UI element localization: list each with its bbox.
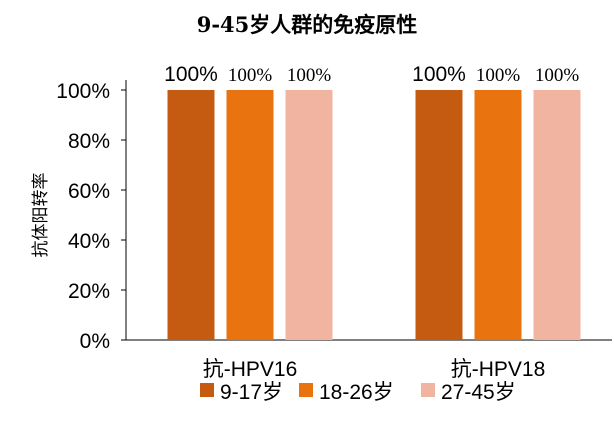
legend-swatch (200, 383, 214, 397)
data-label: 100% (412, 63, 466, 86)
legend: 9-17岁 18-26岁 27-45岁 (200, 381, 516, 404)
bar (415, 90, 463, 340)
data-label: 100% (476, 65, 521, 86)
y-tick-label: 60% (68, 180, 110, 203)
data-label: 100% (164, 63, 218, 86)
data-label: 100% (228, 65, 273, 86)
data-label: 100% (535, 65, 580, 86)
y-tick-label: 20% (68, 280, 110, 303)
y-tick-label: 40% (68, 230, 110, 253)
y-tick-label: 0% (80, 330, 110, 353)
x-tick-label: 抗-HPV18 (451, 358, 546, 381)
chart-title: 9-45岁人群的免疫原性 (197, 12, 418, 37)
y-axis-label: 抗体阳转率 (31, 173, 51, 258)
legend-label: 9-17岁 (220, 381, 283, 404)
legend-swatch (299, 383, 313, 397)
data-label: 100% (287, 65, 332, 86)
bar (533, 90, 581, 340)
bar (285, 90, 333, 340)
legend-label: 18-26岁 (319, 381, 394, 404)
bar (474, 90, 522, 340)
legend-label: 27-45岁 (441, 381, 516, 404)
bar (226, 90, 274, 340)
legend-swatch (421, 383, 435, 397)
plot-area: 0% 20% 40% 60% 80% 100% 100% 100% 100% 抗-HPV16 100… (56, 63, 612, 381)
x-tick-label: 抗-HPV16 (203, 358, 298, 381)
bar (167, 90, 215, 340)
y-tick-label: 100% (56, 80, 110, 103)
y-tick-label: 80% (68, 130, 110, 153)
